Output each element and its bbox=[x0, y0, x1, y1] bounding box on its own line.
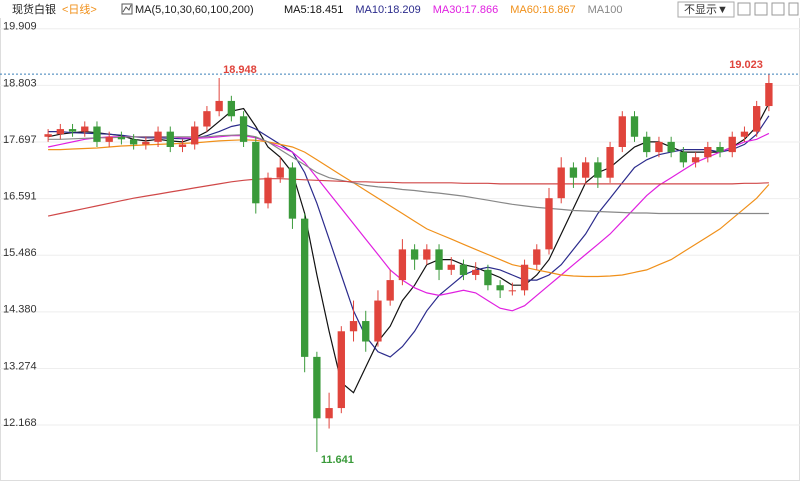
candle-body bbox=[166, 131, 174, 147]
candle-body bbox=[569, 167, 578, 178]
legend-entry: MA30:17.866 bbox=[433, 4, 498, 16]
candle-body bbox=[288, 167, 297, 219]
candle-body bbox=[606, 146, 614, 178]
candle-body bbox=[423, 249, 431, 260]
candle-body bbox=[252, 141, 260, 204]
candle-body bbox=[716, 146, 724, 153]
candle-body bbox=[753, 106, 761, 132]
y-tick-label: 19.909 bbox=[3, 21, 37, 33]
candle-body bbox=[508, 290, 517, 292]
candle-body bbox=[728, 136, 736, 153]
ma-icon-line bbox=[122, 4, 132, 13]
icon-button[interactable] bbox=[754, 2, 768, 16]
legend-entry: MA10:18.209 bbox=[355, 4, 420, 16]
candle-body bbox=[203, 111, 211, 127]
ma-icon bbox=[121, 3, 133, 15]
candle-body bbox=[178, 144, 187, 147]
y-tick-label: 16.591 bbox=[3, 191, 37, 203]
y-tick-label: 17.697 bbox=[3, 134, 37, 146]
icon-button[interactable] bbox=[788, 2, 799, 16]
candle-body bbox=[142, 141, 150, 145]
candle-body bbox=[667, 141, 675, 153]
candle-body bbox=[264, 177, 272, 204]
candle-body bbox=[56, 129, 64, 135]
candle-body bbox=[765, 83, 773, 107]
candle-body bbox=[643, 136, 651, 153]
candle-body bbox=[81, 126, 89, 132]
candle-body bbox=[691, 157, 700, 163]
chart-title: 现货白银 bbox=[12, 2, 56, 16]
candle-body bbox=[105, 136, 113, 142]
legend-entry: MA5:18.451 bbox=[284, 4, 343, 16]
candle-body bbox=[276, 167, 284, 178]
ma-line bbox=[47, 178, 769, 217]
last-high-label: 19.023 bbox=[729, 59, 763, 71]
candle-body bbox=[215, 100, 223, 112]
candle-body bbox=[325, 408, 333, 419]
candle-body bbox=[386, 280, 394, 301]
candle-body bbox=[704, 146, 712, 158]
candle-body bbox=[557, 167, 565, 199]
legend-entry: MA100 bbox=[588, 4, 623, 16]
candle-body bbox=[496, 285, 504, 291]
candle-body bbox=[313, 356, 321, 419]
y-tick-label: 14.380 bbox=[3, 304, 37, 316]
hide-button-label[interactable]: 不显示▼ bbox=[684, 3, 728, 16]
candle-body bbox=[300, 218, 309, 357]
header-bar bbox=[0, 0, 800, 18]
candle-body bbox=[191, 126, 199, 145]
candle-body bbox=[374, 300, 382, 342]
candle-body bbox=[520, 264, 529, 291]
candle-body bbox=[93, 126, 101, 142]
icon-button[interactable] bbox=[771, 2, 785, 16]
candle-body bbox=[44, 134, 52, 137]
low-label: 11.641 bbox=[321, 454, 354, 466]
candle-body bbox=[68, 129, 77, 132]
candle-body bbox=[484, 269, 492, 286]
candle-body bbox=[435, 249, 443, 270]
candle-body bbox=[618, 116, 626, 147]
candle-body bbox=[398, 249, 407, 281]
candle-body bbox=[154, 131, 162, 142]
y-tick-label: 12.168 bbox=[3, 417, 37, 429]
candle-body bbox=[545, 198, 553, 250]
candle-body bbox=[740, 131, 749, 137]
y-tick-label: 13.274 bbox=[3, 360, 37, 372]
y-tick-label: 18.803 bbox=[3, 77, 37, 89]
legend-entry: MA60:16.867 bbox=[510, 4, 575, 16]
candle-body bbox=[472, 269, 480, 275]
candle-body bbox=[410, 249, 419, 260]
candle-body bbox=[239, 116, 248, 142]
candle-body bbox=[362, 321, 370, 342]
hide-button[interactable] bbox=[677, 1, 735, 18]
candle-body bbox=[447, 264, 455, 270]
candle-body bbox=[337, 331, 345, 409]
icon-button[interactable] bbox=[737, 2, 751, 16]
candle-body bbox=[581, 162, 590, 178]
candle-body bbox=[459, 264, 468, 275]
candle-body bbox=[679, 152, 688, 163]
candle-body bbox=[349, 321, 358, 332]
candle-body bbox=[655, 141, 663, 153]
candle-body bbox=[129, 139, 138, 145]
candle-body bbox=[227, 100, 236, 117]
candle-body bbox=[533, 249, 541, 265]
candle-body bbox=[630, 116, 639, 137]
y-tick-label: 15.486 bbox=[3, 247, 37, 259]
ma-label: MA(5,10,30,60,100,200) bbox=[135, 4, 254, 16]
period: <日线> bbox=[62, 2, 97, 16]
candle-body bbox=[117, 136, 126, 140]
candle-body bbox=[594, 162, 602, 178]
legend: MA5:18.451 MA10:18.209 MA30:17.866 MA60:16.… bbox=[284, 4, 623, 16]
high-label: 18.948 bbox=[223, 64, 257, 76]
